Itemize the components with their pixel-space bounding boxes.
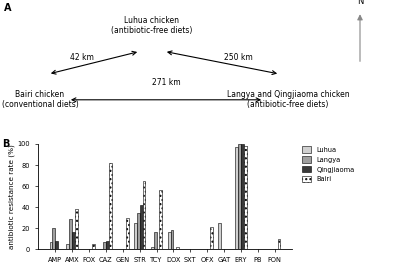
Bar	[137, 213, 140, 249]
Bar	[154, 232, 156, 249]
Bar	[142, 181, 146, 249]
Bar	[134, 223, 137, 249]
Bar	[176, 247, 179, 249]
Text: A: A	[4, 3, 12, 13]
Bar	[241, 144, 244, 249]
Bar	[244, 146, 247, 249]
Bar	[55, 241, 58, 249]
Text: 271 km: 271 km	[152, 78, 180, 87]
Bar	[168, 232, 170, 249]
Text: 250 km: 250 km	[224, 53, 252, 62]
Bar	[106, 241, 109, 249]
Text: Langya and Qingjiaoma chicken
(antibiotic-free diets): Langya and Qingjiaoma chicken (antibioti…	[227, 90, 349, 110]
Text: Luhua chicken
(antibiotic-free diets): Luhua chicken (antibiotic-free diets)	[111, 16, 193, 35]
Bar	[218, 223, 221, 249]
Text: N: N	[357, 0, 363, 6]
Bar	[50, 242, 52, 249]
Bar	[72, 232, 75, 249]
Text: 42 km: 42 km	[70, 53, 94, 62]
Bar	[160, 190, 162, 249]
Bar	[238, 144, 241, 249]
Bar	[103, 242, 106, 249]
Legend: Luhua, Langya, Qingjiaoma, Bairi: Luhua, Langya, Qingjiaoma, Bairi	[300, 145, 356, 184]
Text: B: B	[2, 139, 9, 149]
Bar	[75, 209, 78, 249]
Bar	[170, 230, 174, 249]
Bar	[66, 244, 69, 249]
Bar	[140, 205, 142, 249]
Bar	[92, 244, 95, 249]
Bar	[235, 147, 238, 249]
Bar	[109, 163, 112, 249]
Y-axis label: antibiotic resistance rate (%): antibiotic resistance rate (%)	[8, 144, 15, 249]
Bar	[69, 219, 72, 249]
Bar	[151, 247, 154, 249]
Text: Bairi chicken
(conventional diets): Bairi chicken (conventional diets)	[2, 90, 78, 110]
Bar	[126, 218, 128, 249]
Bar	[278, 239, 280, 249]
Bar	[210, 227, 213, 249]
Bar	[52, 228, 55, 249]
